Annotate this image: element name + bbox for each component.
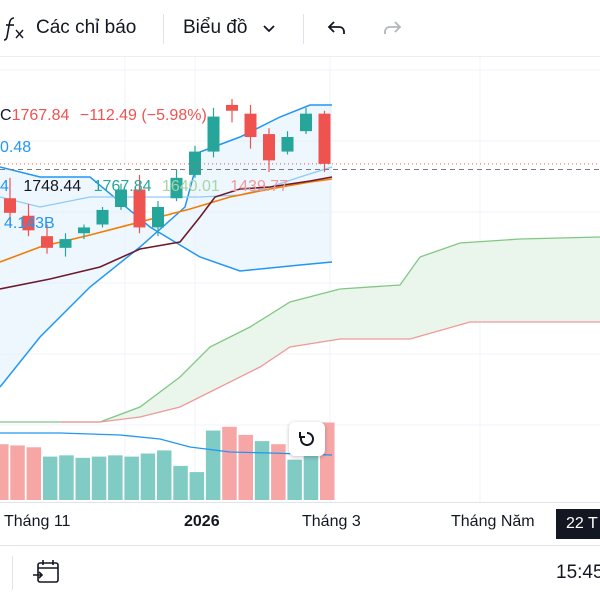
chevron-down-icon xyxy=(263,25,276,33)
undo-icon xyxy=(327,21,345,34)
legend-ma4: 1439.77 xyxy=(230,178,289,195)
candle-up xyxy=(300,113,312,132)
moving-average-dark xyxy=(0,176,333,290)
time-axis[interactable]: Tháng 11 2026 Tháng 3 Tháng Năm 22 T xyxy=(0,502,600,545)
volume-bar xyxy=(222,426,237,500)
volume-bar xyxy=(124,456,139,500)
crosshair-date-badge: 22 T xyxy=(556,509,600,539)
bollinger-basis-line xyxy=(0,166,333,208)
xaxis-label-2026: 2026 xyxy=(184,513,220,530)
cloud-fill xyxy=(0,237,600,422)
chart-type-button[interactable]: Biểu đồ xyxy=(183,0,279,56)
xaxis-label-mar: Tháng 3 xyxy=(302,513,361,530)
legend-ma1: 1748.44 xyxy=(23,178,82,195)
volume-bar xyxy=(59,455,74,500)
legend-close: 1767.84 xyxy=(11,107,70,124)
candle-down xyxy=(4,198,16,213)
top-toolbar: Các chỉ báo Biểu đồ xyxy=(0,0,600,56)
chart-canvas xyxy=(0,57,600,502)
xaxis-label-may: Tháng Năm xyxy=(451,513,535,530)
legend-ma-row: 4 1748.44 1767.84 1640.01 1439.77 xyxy=(0,178,288,196)
chart-type-label: Biểu đồ xyxy=(183,17,248,38)
bottom-divider xyxy=(12,556,13,590)
candle-down xyxy=(263,134,275,161)
chart-pane[interactable]: C1767.84 −112.49 (−5.98%) 0.48 4 1748.44… xyxy=(0,57,600,502)
candle-down xyxy=(244,113,257,137)
indicators-label: Các chỉ báo xyxy=(36,17,137,38)
volume-bar xyxy=(157,450,172,500)
candle-up xyxy=(189,151,201,175)
fx-icon xyxy=(3,17,24,41)
candle-down xyxy=(226,104,238,111)
legend-bb: 0.48 xyxy=(0,139,32,156)
candle-up xyxy=(207,116,220,152)
indicators-button[interactable]: Các chỉ báo xyxy=(2,0,136,56)
bottom-bar: 15:45 xyxy=(0,545,600,601)
volume-bar xyxy=(189,472,205,500)
moving-average-orange xyxy=(0,178,333,263)
volume-bar xyxy=(75,457,90,500)
candle-up xyxy=(96,209,109,225)
cloud-lower-line xyxy=(60,321,600,423)
volume-bar xyxy=(140,453,156,500)
candle-up xyxy=(152,207,164,228)
cloud-upper-line xyxy=(0,236,600,423)
clock-time: 15:45 xyxy=(556,562,600,583)
candle-up xyxy=(170,177,183,199)
toolbar-border xyxy=(0,56,600,57)
legend-volume: 4.143B xyxy=(4,215,55,232)
legend-ma-prefix: 4 xyxy=(0,178,9,195)
legend-prefix: C xyxy=(0,107,12,124)
legend-ma2: 1767.84 xyxy=(93,178,152,195)
bollinger-band-fill xyxy=(0,105,332,387)
volume-bar xyxy=(238,434,253,500)
volume-bar xyxy=(205,430,221,500)
calendar-goto-icon xyxy=(33,560,59,583)
volume-bar xyxy=(173,465,188,500)
candle-up xyxy=(59,239,72,248)
volume-bar xyxy=(0,444,9,500)
volume-bar xyxy=(26,447,42,500)
volume-bar xyxy=(287,459,302,500)
volume-bar xyxy=(254,441,270,500)
reset-icon xyxy=(299,432,314,446)
xaxis-label-nov: Tháng 11 xyxy=(4,513,71,530)
reset-chart-button[interactable] xyxy=(289,422,325,456)
volume-bar xyxy=(271,444,286,500)
volume-bar xyxy=(91,456,107,500)
redo-icon xyxy=(384,21,402,34)
legend-change: −112.49 (−5.98%) xyxy=(79,107,207,124)
candle-down xyxy=(318,113,331,164)
candle-up xyxy=(281,137,294,152)
toolbar-divider xyxy=(163,14,164,44)
volume-bar xyxy=(10,445,25,500)
bollinger-lower-line xyxy=(0,166,333,272)
legend-ohlc: C1767.84 −112.49 (−5.98%) xyxy=(0,107,207,125)
candle-up xyxy=(115,189,127,207)
legend-ma3: 1640.01 xyxy=(161,178,220,195)
toolbar-divider xyxy=(303,14,304,44)
redo-button[interactable] xyxy=(380,0,404,56)
volume-bar xyxy=(108,455,123,500)
volume-bar xyxy=(42,456,58,500)
undo-button[interactable] xyxy=(325,0,349,56)
bollinger-upper-line xyxy=(0,104,332,388)
candle-down xyxy=(22,215,35,231)
candle-down xyxy=(41,236,53,248)
candle-down xyxy=(133,189,146,228)
goto-date-button[interactable] xyxy=(32,558,62,591)
candle-up xyxy=(78,227,90,234)
